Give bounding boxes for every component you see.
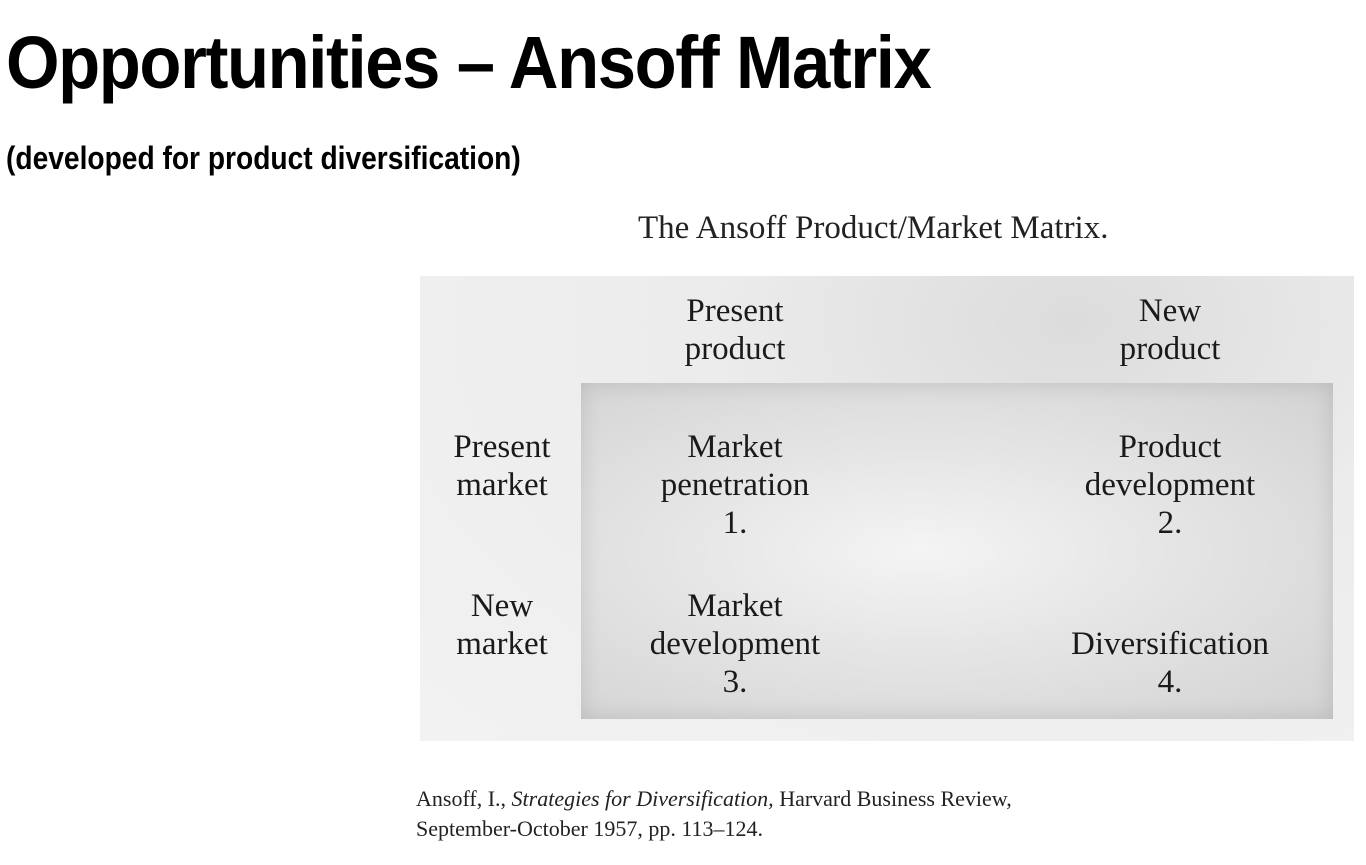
- column-header-line: Present: [686, 293, 784, 329]
- column-header-line: product: [684, 331, 786, 367]
- row-header-present-market: Present market: [432, 428, 572, 504]
- slide-title: Opportunities – Ansoff Matrix: [6, 21, 932, 104]
- ansoff-matrix-quadrant-area: [581, 383, 1333, 719]
- row-header-line: Present: [453, 429, 551, 465]
- quadrant-line: Product: [1118, 429, 1222, 465]
- citation-details: September-October 1957, pp. 113–124.: [416, 816, 764, 841]
- quadrant-line: Market: [687, 588, 783, 624]
- quadrant-line: development: [1084, 467, 1256, 503]
- row-header-line: market: [456, 467, 548, 503]
- quadrant-product-development: Product development 2.: [1050, 428, 1290, 542]
- figure-caption: The Ansoff Product/Market Matrix.: [638, 210, 1109, 246]
- column-header-line: New: [1138, 293, 1202, 329]
- citation-work-title: Strategies for Diversification,: [511, 786, 774, 811]
- quadrant-number: 3.: [722, 664, 748, 700]
- quadrant-number: 4.: [1157, 664, 1183, 700]
- column-header-present-product: Present product: [620, 292, 850, 368]
- column-header-line: product: [1119, 331, 1221, 367]
- quadrant-line: Market: [687, 429, 783, 465]
- row-header-line: market: [456, 626, 548, 662]
- quadrant-line: Diversification: [1071, 626, 1269, 662]
- slide-subtitle: (developed for product diversification): [6, 140, 521, 176]
- row-header-line: New: [470, 588, 534, 624]
- quadrant-line: development: [649, 626, 821, 662]
- quadrant-number: 1.: [722, 505, 748, 541]
- citation-journal: Harvard Business Review,: [779, 786, 1012, 811]
- quadrant-number: 2.: [1157, 505, 1183, 541]
- quadrant-diversification: Diversification 4.: [1050, 625, 1290, 701]
- citation-author: Ansoff, I.,: [416, 786, 507, 811]
- quadrant-market-development: Market development 3.: [620, 587, 850, 701]
- citation-line-1: Ansoff, I., Strategies for Diversificati…: [416, 784, 1012, 814]
- quadrant-line: penetration: [660, 467, 810, 503]
- citation: Ansoff, I., Strategies for Diversificati…: [416, 784, 1012, 844]
- quadrant-market-penetration: Market penetration 1.: [620, 428, 850, 542]
- column-header-new-product: New product: [1050, 292, 1290, 368]
- row-header-new-market: New market: [432, 587, 572, 663]
